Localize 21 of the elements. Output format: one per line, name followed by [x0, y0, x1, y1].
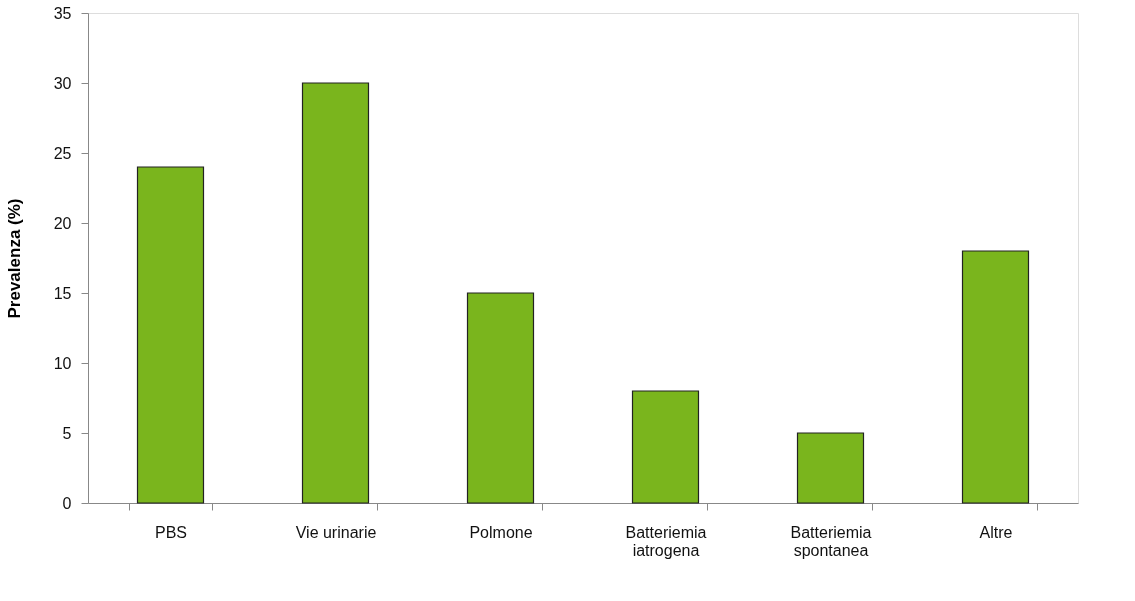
- y-tick-label: 0: [62, 494, 72, 512]
- bar: [631, 390, 700, 504]
- y-tick-label: 20: [53, 214, 72, 232]
- y-tick-label: 30: [53, 74, 72, 92]
- bar: [301, 82, 370, 504]
- y-tick-label: 5: [62, 424, 72, 442]
- y-tick-label: 15: [53, 284, 72, 302]
- x-tick-label: Vie urinarie: [295, 523, 377, 541]
- y-tick-label: 35: [53, 4, 72, 22]
- x-tick-label: Batteriemia spontanea: [790, 523, 872, 559]
- y-tick-label: 10: [53, 354, 72, 372]
- x-tick-label: Batteriemia iatrogena: [625, 523, 707, 559]
- x-tick-label: Altre: [979, 523, 1013, 541]
- bar: [136, 166, 205, 504]
- bar: [961, 250, 1030, 504]
- y-tick-label: 25: [53, 144, 72, 162]
- bar: [466, 292, 535, 504]
- x-tick-label: Polmone: [469, 523, 533, 541]
- y-axis-title: Prevalenza (%): [4, 198, 24, 319]
- x-tick-label: PBS: [154, 523, 188, 541]
- bar: [796, 432, 865, 504]
